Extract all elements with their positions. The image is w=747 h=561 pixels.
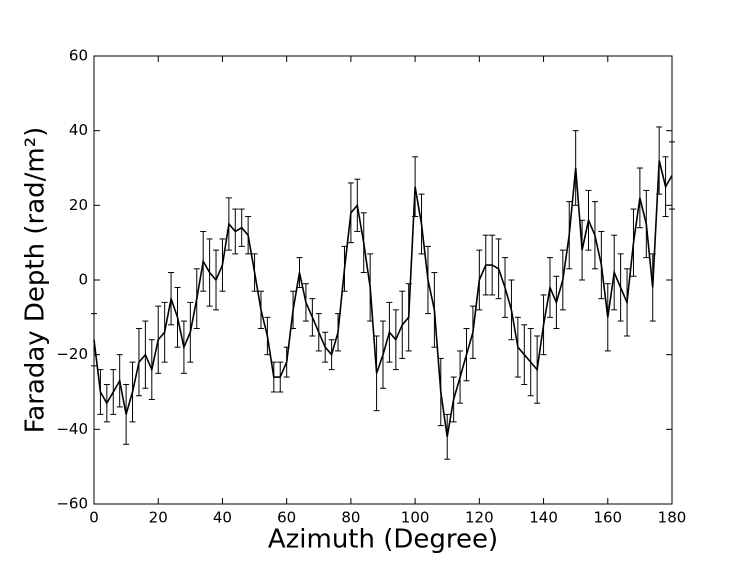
x-tick-label: 180: [658, 509, 687, 527]
x-tick-label: 20: [149, 509, 168, 527]
x-axis-title: Azimuth (Degree): [268, 525, 498, 555]
plot-frame: [93, 55, 673, 505]
data-line: [93, 160, 673, 437]
y-tick-label: 20: [69, 196, 88, 214]
x-tick-label: 0: [89, 509, 99, 527]
x-tick-label: 160: [593, 509, 622, 527]
y-tick-label: 60: [69, 47, 88, 65]
x-tick-label: 60: [277, 509, 296, 527]
x-tick-label: 40: [213, 509, 232, 527]
y-tick-label: −60: [56, 495, 88, 513]
y-tick-label: −40: [56, 420, 88, 438]
x-tick-label: 80: [341, 509, 360, 527]
x-tick-label: 140: [529, 509, 558, 527]
y-tick-label: −20: [56, 345, 88, 363]
y-tick-label: 40: [69, 121, 88, 139]
y-axis-title: Faraday Depth (rad/m²): [21, 127, 51, 434]
y-tick-label: 0: [78, 271, 88, 289]
x-tick-label: 120: [465, 509, 494, 527]
x-tick-label: 100: [401, 509, 430, 527]
